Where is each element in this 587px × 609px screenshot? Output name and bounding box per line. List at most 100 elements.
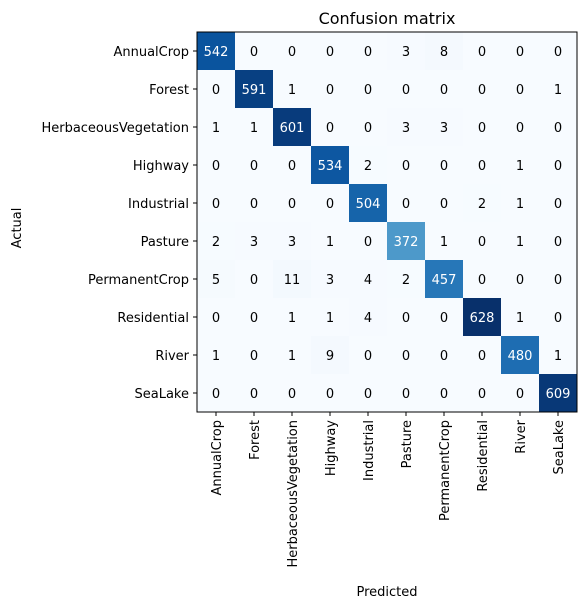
cell-value-label: 0 bbox=[478, 159, 486, 174]
heatmap-cell bbox=[425, 222, 463, 260]
y-axis-ticks: AnnualCrop Forest HerbaceousVegetation High… bbox=[41, 45, 197, 402]
cell-value-label: 1 bbox=[250, 121, 258, 136]
cell-value-label: 0 bbox=[250, 45, 258, 60]
cell-value-label: 3 bbox=[402, 121, 410, 136]
heatmap-cell bbox=[501, 184, 539, 222]
heatmap-cell bbox=[463, 70, 501, 108]
cell-value-label: 609 bbox=[546, 387, 571, 402]
heatmap-cell bbox=[387, 184, 425, 222]
heatmap-cell bbox=[501, 374, 539, 412]
cell-value-label: 0 bbox=[364, 83, 372, 98]
heatmap-cell bbox=[539, 222, 577, 260]
heatmap-cell bbox=[197, 298, 235, 336]
cell-value-label: 0 bbox=[478, 45, 486, 60]
cell-value-label: 0 bbox=[478, 83, 486, 98]
cell-value-label: 0 bbox=[250, 159, 258, 174]
heatmap-cell bbox=[235, 298, 273, 336]
cell-value-label: 0 bbox=[326, 45, 334, 60]
cell-value-label: 0 bbox=[250, 387, 258, 402]
heatmap-cell bbox=[235, 70, 273, 108]
cell-value-label: 0 bbox=[364, 45, 372, 60]
cell-value-label: 8 bbox=[440, 45, 448, 60]
cell-value-label: 1 bbox=[516, 197, 524, 212]
cell-value-label: 480 bbox=[508, 349, 533, 364]
cell-value-label: 542 bbox=[204, 45, 229, 60]
heatmap-cell bbox=[197, 146, 235, 184]
cell-value-label: 0 bbox=[478, 273, 486, 288]
heatmap-cell bbox=[235, 32, 273, 70]
heatmap-cell bbox=[501, 222, 539, 260]
heatmap-cell bbox=[501, 336, 539, 374]
heatmap-cell bbox=[273, 108, 311, 146]
cell-value-label: 0 bbox=[212, 197, 220, 212]
heatmap-cell bbox=[539, 32, 577, 70]
cell-value-label: 0 bbox=[250, 349, 258, 364]
y-tick-label: AnnualCrop bbox=[113, 45, 189, 60]
cell-value-label: 3 bbox=[288, 235, 296, 250]
x-axis-ticks: AnnualCrop Forest HerbaceousVegetation High… bbox=[210, 412, 567, 568]
cell-value-label: 1 bbox=[288, 83, 296, 98]
cell-value-label: 0 bbox=[554, 197, 562, 212]
heatmap-cell bbox=[197, 32, 235, 70]
heatmap-cell bbox=[387, 146, 425, 184]
y-tick-label: Forest bbox=[149, 83, 189, 98]
heatmap-cell bbox=[235, 184, 273, 222]
heatmap-cell bbox=[273, 298, 311, 336]
cell-value-label: 1 bbox=[554, 349, 562, 364]
cell-value-label: 0 bbox=[402, 311, 410, 326]
cell-value-label: 0 bbox=[288, 45, 296, 60]
cell-value-label: 0 bbox=[478, 349, 486, 364]
cell-value-label: 0 bbox=[440, 311, 448, 326]
cell-value-label: 0 bbox=[212, 387, 220, 402]
cell-value-label: 1 bbox=[516, 235, 524, 250]
heatmap-cell bbox=[311, 374, 349, 412]
heatmap-cell bbox=[425, 70, 463, 108]
cell-value-label: 1 bbox=[516, 311, 524, 326]
heatmap-cell bbox=[425, 184, 463, 222]
heatmap-cell-labels: 542 0 0 0 0 3 8 0 0 00 591 1 0 0 0 0 0 0 11 1 601 0 0 3 3 0 0 00 0 0 5… bbox=[204, 45, 571, 402]
cell-value-label: 3 bbox=[326, 273, 334, 288]
heatmap-cell bbox=[539, 184, 577, 222]
cell-value-label: 0 bbox=[212, 83, 220, 98]
heatmap-cell bbox=[425, 260, 463, 298]
heatmap-cell bbox=[501, 108, 539, 146]
y-tick-label: Industrial bbox=[128, 197, 189, 212]
cell-value-label: 0 bbox=[364, 349, 372, 364]
heatmap-cell bbox=[539, 298, 577, 336]
y-tick-label: SeaLake bbox=[135, 387, 190, 402]
cell-value-label: 0 bbox=[326, 121, 334, 136]
cell-value-label: 0 bbox=[516, 387, 524, 402]
heatmap-cell bbox=[539, 108, 577, 146]
cell-value-label: 0 bbox=[554, 311, 562, 326]
cell-value-label: 0 bbox=[212, 159, 220, 174]
heatmap-cell bbox=[311, 222, 349, 260]
cell-value-label: 11 bbox=[284, 273, 301, 288]
heatmap-cell bbox=[235, 108, 273, 146]
heatmap-cell bbox=[425, 336, 463, 374]
heatmap-cell bbox=[387, 374, 425, 412]
heatmap-cell bbox=[349, 70, 387, 108]
heatmap-cell bbox=[349, 32, 387, 70]
cell-value-label: 0 bbox=[554, 121, 562, 136]
cell-value-label: 5 bbox=[212, 273, 220, 288]
heatmap-cell bbox=[273, 336, 311, 374]
cell-value-label: 0 bbox=[288, 387, 296, 402]
heatmap-cell bbox=[387, 108, 425, 146]
cell-value-label: 0 bbox=[440, 387, 448, 402]
heatmap-cell bbox=[387, 336, 425, 374]
x-tick-label: PermanentCrop bbox=[438, 420, 453, 521]
x-tick-label: Forest bbox=[248, 420, 263, 460]
heatmap-cell bbox=[425, 298, 463, 336]
cell-value-label: 0 bbox=[516, 273, 524, 288]
heatmap-cell bbox=[235, 222, 273, 260]
cell-value-label: 3 bbox=[402, 45, 410, 60]
chart-title: Confusion matrix bbox=[319, 9, 456, 28]
x-tick-label: AnnualCrop bbox=[210, 420, 225, 496]
cell-value-label: 0 bbox=[402, 387, 410, 402]
heatmap-cell bbox=[349, 336, 387, 374]
cell-value-label: 0 bbox=[364, 235, 372, 250]
heatmap-cell bbox=[235, 146, 273, 184]
y-tick-label: Highway bbox=[133, 159, 189, 174]
cell-value-label: 4 bbox=[364, 311, 372, 326]
heatmap-cell bbox=[311, 184, 349, 222]
